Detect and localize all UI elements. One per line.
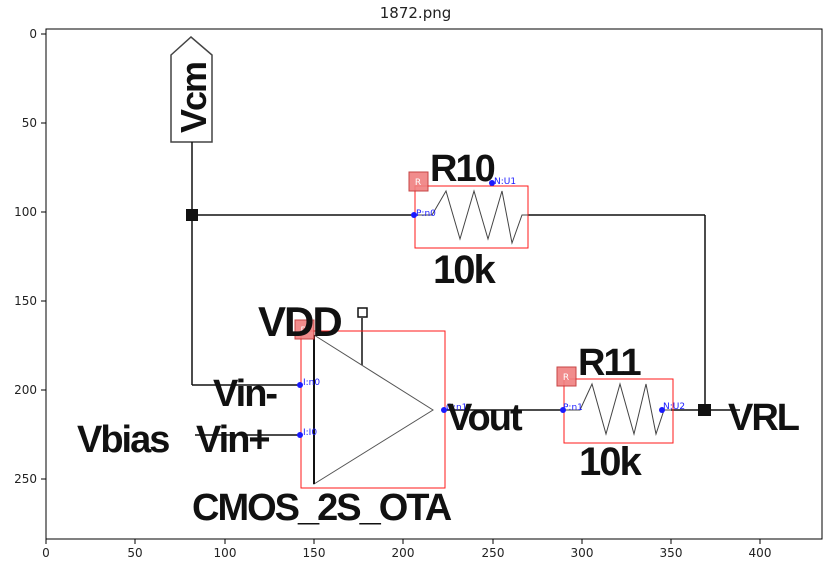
vrl-label: VRL bbox=[728, 397, 800, 439]
junction-vrl bbox=[698, 404, 711, 416]
x-tick-label: 100 bbox=[214, 546, 237, 560]
x-tick-label: 250 bbox=[482, 546, 505, 560]
r11-pin-p: P:n1 bbox=[563, 403, 583, 413]
r10-pin-p: P:n0 bbox=[416, 209, 436, 219]
y-tick-label: 150 bbox=[14, 294, 37, 308]
r10-value: 10k bbox=[433, 248, 496, 292]
x-tick-label: 0 bbox=[42, 546, 50, 560]
vin-minus-label: Vin- bbox=[213, 373, 277, 415]
x-tick-label: 200 bbox=[392, 546, 415, 560]
x-tick-label: 400 bbox=[749, 546, 772, 560]
pin-inp-label: I:I0 bbox=[303, 428, 317, 438]
r10-tag: R bbox=[415, 178, 421, 188]
x-tick-label: 350 bbox=[660, 546, 683, 560]
vdd-pin-square bbox=[357, 307, 368, 318]
junction-vcm bbox=[186, 209, 198, 221]
r11-pin-n-dot bbox=[659, 407, 665, 413]
opamp-model-label: CMOS_2S_OTA bbox=[192, 487, 452, 529]
r10-pin-p-dot bbox=[411, 212, 417, 218]
r11-value: 10k bbox=[579, 440, 642, 484]
y-tick-label: 200 bbox=[14, 383, 37, 397]
vcm-port: Vcm bbox=[170, 36, 214, 143]
opamp-tag-box bbox=[294, 319, 315, 340]
opamp-tag: D bbox=[301, 326, 308, 336]
x-tick-label: 50 bbox=[127, 546, 142, 560]
resistor-r11: R R11 10k P:n1 N:U2 bbox=[556, 342, 685, 484]
r10-name: R10 bbox=[430, 148, 495, 190]
resistor-r10: R R10 10k P:n0 N:U1 bbox=[408, 148, 529, 292]
r11-pin-n: N:U2 bbox=[663, 402, 685, 412]
y-tick-label: 50 bbox=[22, 116, 37, 130]
vin-plus-label: Vin+ bbox=[196, 419, 269, 461]
pin-inp-dot bbox=[297, 432, 303, 438]
pin-inm-dot bbox=[297, 382, 303, 388]
r11-pin-p-dot bbox=[560, 407, 566, 413]
r11-tag-box bbox=[556, 366, 577, 387]
r10-pin-n: N:U1 bbox=[494, 177, 516, 187]
figure-title: 1872.png bbox=[379, 4, 452, 22]
r10-pin-n-dot bbox=[489, 180, 495, 186]
pin-out-label: O:n1 bbox=[446, 403, 467, 413]
y-tick-label: 100 bbox=[14, 205, 37, 219]
r10-tag-box bbox=[408, 171, 429, 192]
vout-label: Vout bbox=[447, 397, 523, 439]
vcm-label: Vcm bbox=[173, 63, 214, 133]
pin-inm-label: I:n0 bbox=[303, 378, 320, 388]
pin-out-dot bbox=[441, 407, 447, 413]
x-tick-label: 150 bbox=[303, 546, 326, 560]
y-tick-label: 250 bbox=[14, 472, 37, 486]
vdd-label: VDD bbox=[258, 298, 341, 345]
x-tick-label: 300 bbox=[571, 546, 594, 560]
y-tick-label: 0 bbox=[29, 27, 37, 41]
x-axis: 0 50 100 150 200 250 300 350 400 bbox=[42, 539, 771, 560]
r11-name: R11 bbox=[578, 342, 641, 384]
opamp-symbol: D bbox=[294, 319, 446, 489]
wires bbox=[191, 142, 740, 436]
r11-tag: R bbox=[563, 373, 569, 383]
y-axis: 0 50 100 150 200 250 bbox=[14, 27, 46, 486]
vbias-label: Vbias bbox=[77, 419, 169, 461]
